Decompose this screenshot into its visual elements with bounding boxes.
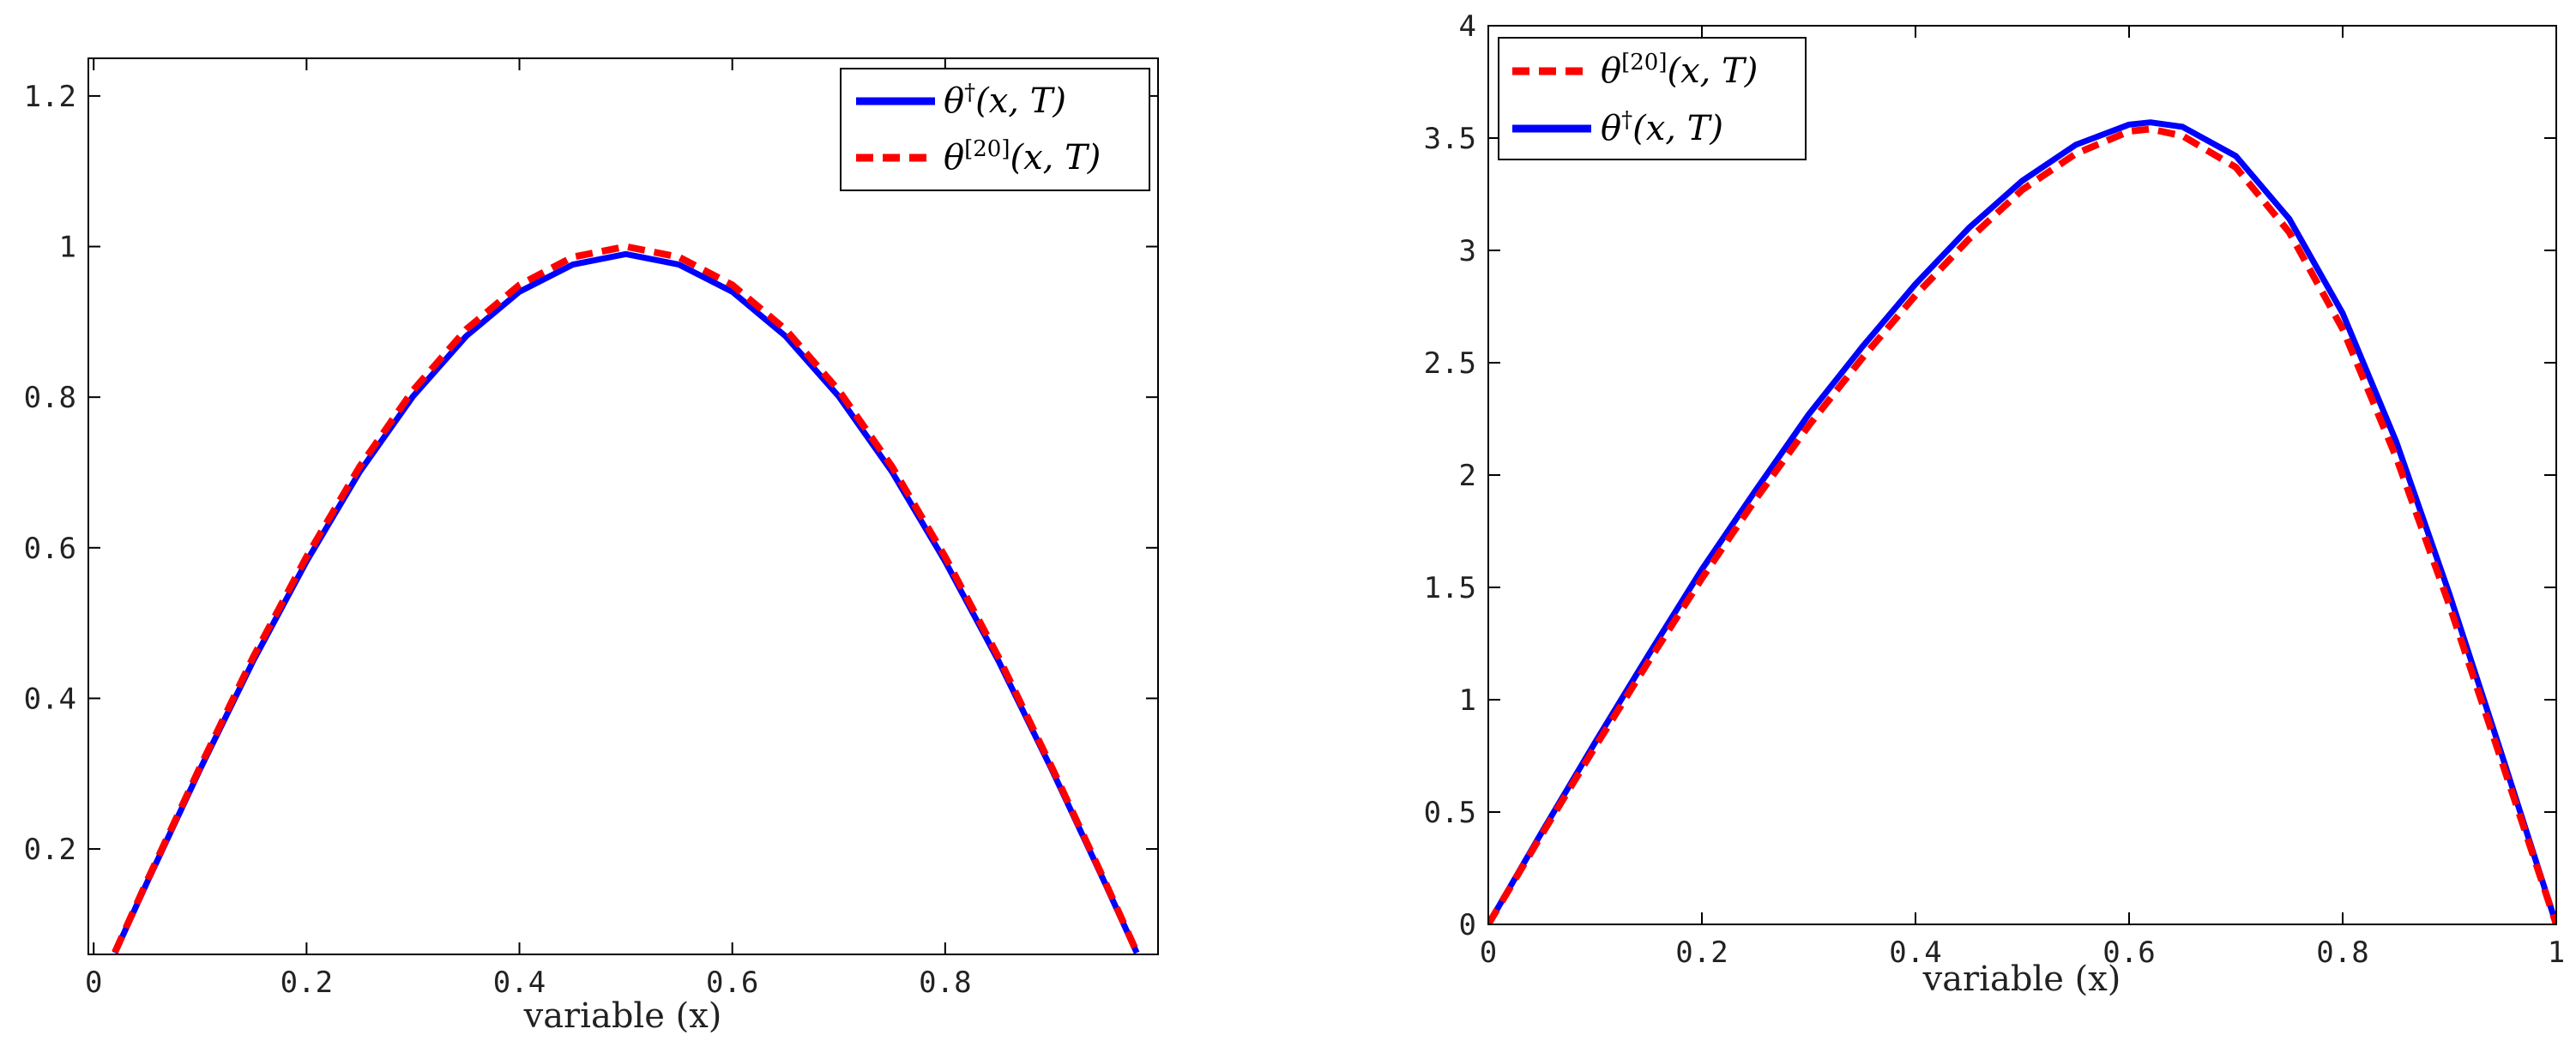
- right-x-tick-label: 0.6: [2102, 936, 2155, 970]
- left-y-tick-label: 0.8: [24, 381, 76, 415]
- right-x-tick-label: 0.2: [1675, 936, 1728, 970]
- right-y-tick-label: 3.5: [1424, 122, 1476, 156]
- left-legend-label-exact: θ†(x, T): [944, 80, 1066, 121]
- left-y-tick-label: 0.4: [24, 682, 76, 716]
- right-x-tick-label: 0.4: [1889, 936, 1941, 970]
- left-x-tick-label: 0.6: [706, 966, 758, 1000]
- left-legend-box: [840, 68, 1150, 191]
- right-legend: θ[20](x, T) θ†(x, T): [1498, 37, 1807, 160]
- right-legend-label-exact: θ†(x, T): [1601, 107, 1723, 148]
- right-chart-ticks: 0 0.2 0.4 0.6 0.8 1 0 0.5 1 1.5 2 2.5 3 3.5 4: [1424, 9, 2566, 970]
- right-y-tick-label: 0.5: [1424, 796, 1476, 830]
- left-chart-ticks: 0 0.2 0.4 0.6 0.8 0.2 0.4 0.6 0.8 1 1.2: [24, 58, 1158, 1000]
- right-chart-marks: [1488, 119, 2556, 924]
- left-x-axis-label: variable (x): [523, 996, 722, 1036]
- left-x-tick-label: 0.8: [919, 966, 971, 1000]
- left-y-tick-label: 1.2: [24, 80, 76, 114]
- right-series-line-approx: [1488, 125, 2556, 924]
- right-series-line-exact: [1488, 119, 2556, 924]
- right-x-axis-label: variable (x): [1922, 960, 2121, 999]
- right-x-tick-label: 0.8: [2316, 936, 2368, 970]
- left-x-tick-label: 0.4: [493, 966, 546, 1000]
- right-y-tick-label: 2.5: [1424, 346, 1476, 381]
- left-x-tick-label: 0: [85, 966, 102, 1000]
- left-legend: θ†(x, T) θ[20](x, T): [840, 68, 1150, 191]
- left-y-tick-label: 0.2: [24, 833, 76, 867]
- left-series-line-approx: [112, 243, 1140, 954]
- right-x-tick-label: 0: [1480, 936, 1497, 970]
- right-x-tick-label: 1: [2548, 936, 2565, 970]
- right-chart: 0 0.2 0.4 0.6 0.8 1 0 0.5 1 1.5 2 2.5 3 3.5 4 variable…: [1424, 9, 2566, 999]
- left-x-tick-label: 0.2: [281, 966, 333, 1000]
- right-y-tick-label: 1.5: [1424, 571, 1476, 605]
- left-chart-marks: [112, 243, 1140, 954]
- right-y-tick-label: 0: [1459, 908, 1476, 942]
- left-y-tick-label: 0.6: [24, 532, 76, 566]
- right-legend-box: [1498, 37, 1807, 160]
- right-y-tick-label: 1: [1459, 683, 1476, 718]
- right-y-tick-label: 2: [1459, 459, 1476, 493]
- right-y-tick-label: 4: [1459, 9, 1476, 44]
- right-y-tick-label: 3: [1459, 234, 1476, 268]
- left-plot-frame: [87, 57, 1159, 955]
- left-chart: 0 0.2 0.4 0.6 0.8 0.2 0.4 0.6 0.8 1 1.2 variable (…: [24, 57, 1159, 1036]
- left-y-tick-label: 1: [59, 231, 76, 265]
